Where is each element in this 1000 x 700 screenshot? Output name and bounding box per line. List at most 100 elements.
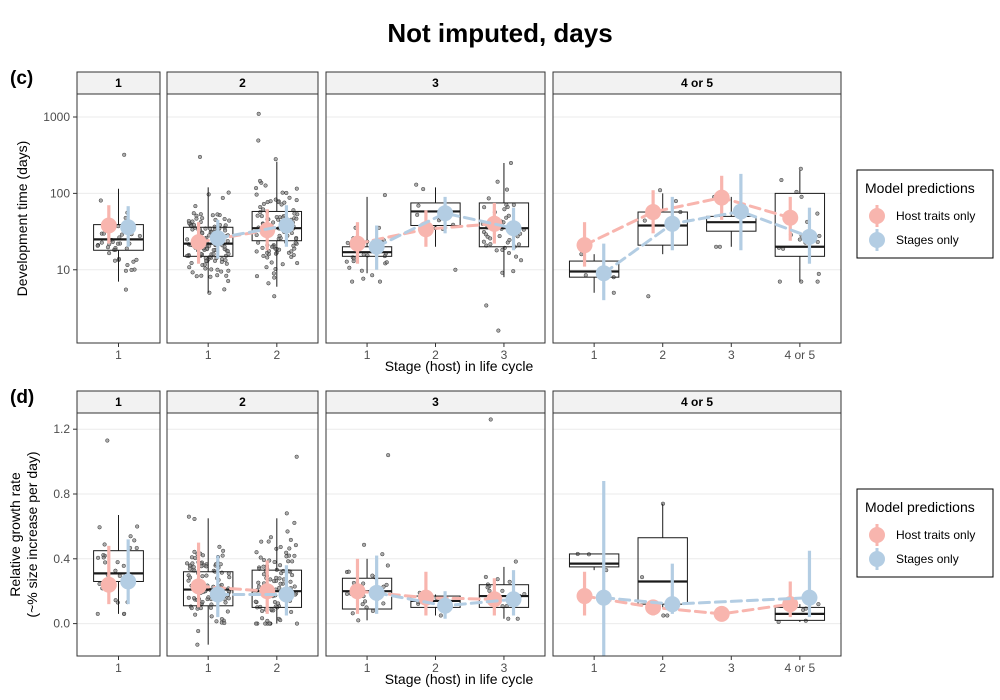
data-point: [186, 578, 191, 583]
data-point: [370, 273, 375, 278]
box-iqr: [637, 537, 688, 605]
data-point: [190, 561, 195, 566]
data-point: [495, 179, 500, 184]
data-point: [487, 588, 492, 593]
data-point: [268, 535, 273, 540]
data-point: [256, 240, 261, 245]
data-point: [224, 273, 229, 278]
x-tick-label: 1: [205, 348, 212, 362]
data-point: [271, 271, 276, 276]
data-point: [345, 240, 350, 245]
data-point: [117, 573, 122, 578]
data-point: [113, 568, 118, 573]
data-point: [227, 575, 232, 580]
data-point: [438, 613, 443, 618]
stage-prediction-point: [368, 584, 385, 601]
data-point: [224, 261, 229, 266]
data-point: [294, 454, 299, 459]
panel-tag: (c): [10, 68, 33, 89]
data-point: [212, 224, 217, 229]
data-point: [259, 214, 264, 219]
data-point: [259, 539, 264, 544]
host-prediction-point: [782, 209, 799, 226]
data-point: [191, 565, 196, 570]
data-point: [258, 210, 263, 215]
data-point: [134, 257, 139, 262]
data-point: [495, 577, 500, 582]
data-point: [360, 602, 365, 607]
data-point: [278, 618, 283, 623]
data-point: [273, 157, 278, 162]
data-point: [270, 244, 275, 249]
data-point: [107, 251, 112, 256]
data-point: [280, 190, 285, 195]
data-point: [191, 222, 197, 228]
data-point: [263, 621, 268, 626]
data-point: [225, 249, 230, 254]
data-point: [256, 580, 261, 585]
data-point: [642, 218, 647, 223]
y-tick-label: 0.4: [53, 552, 70, 566]
y-tick-label: 10: [57, 263, 71, 277]
data-point: [123, 268, 128, 273]
box-iqr: [93, 550, 144, 582]
data-point: [193, 204, 198, 209]
data-point: [494, 248, 499, 253]
data-point: [815, 279, 820, 284]
data-point: [98, 198, 103, 203]
box-iqr: [706, 215, 757, 232]
data-point: [280, 262, 285, 267]
data-point: [258, 205, 263, 210]
data-point: [115, 600, 120, 605]
data-point: [284, 554, 289, 559]
stage-prediction-point: [801, 589, 818, 606]
stage-prediction-point: [278, 217, 295, 234]
data-point: [132, 538, 137, 543]
data-point: [256, 111, 261, 116]
data-point: [187, 265, 192, 270]
data-point: [218, 562, 223, 567]
data-point: [292, 211, 297, 216]
data-point: [294, 186, 299, 191]
data-point: [384, 582, 389, 587]
data-point: [196, 628, 201, 634]
data-point: [128, 534, 133, 539]
panel-c: (c) 10 100 1000 Development time (days) Stage…: [10, 68, 994, 374]
data-point: [192, 549, 197, 554]
data-point: [816, 271, 821, 276]
host-prediction-point: [645, 204, 662, 221]
data-point: [294, 216, 299, 221]
data-point: [500, 588, 505, 593]
data-point: [266, 539, 271, 544]
data-point: [129, 267, 134, 273]
data-point: [219, 269, 224, 274]
data-point: [504, 215, 509, 220]
data-point: [278, 563, 283, 568]
data-point: [816, 602, 821, 607]
data-point: [272, 294, 277, 299]
data-point: [223, 228, 228, 233]
stage-prediction-point: [732, 203, 749, 220]
data-point: [382, 193, 387, 198]
panel-tag: (d): [10, 387, 34, 408]
data-point: [103, 560, 108, 565]
x-tick-label: 4 or 5: [785, 661, 816, 675]
data-point: [266, 281, 271, 286]
facet-border: [325, 93, 546, 344]
data-point: [223, 600, 228, 605]
data-point: [347, 265, 352, 270]
data-point: [261, 558, 266, 563]
data-point: [507, 237, 512, 243]
data-point: [381, 601, 386, 606]
data-point: [292, 520, 297, 525]
data-point: [97, 581, 102, 586]
data-point: [222, 216, 227, 222]
data-point: [272, 579, 277, 584]
data-point: [125, 262, 130, 268]
data-point: [414, 182, 419, 187]
stage-prediction-point: [595, 265, 612, 282]
data-point: [186, 218, 191, 224]
data-point: [356, 618, 361, 623]
stage-prediction-point: [801, 228, 818, 245]
data-point: [198, 212, 203, 217]
